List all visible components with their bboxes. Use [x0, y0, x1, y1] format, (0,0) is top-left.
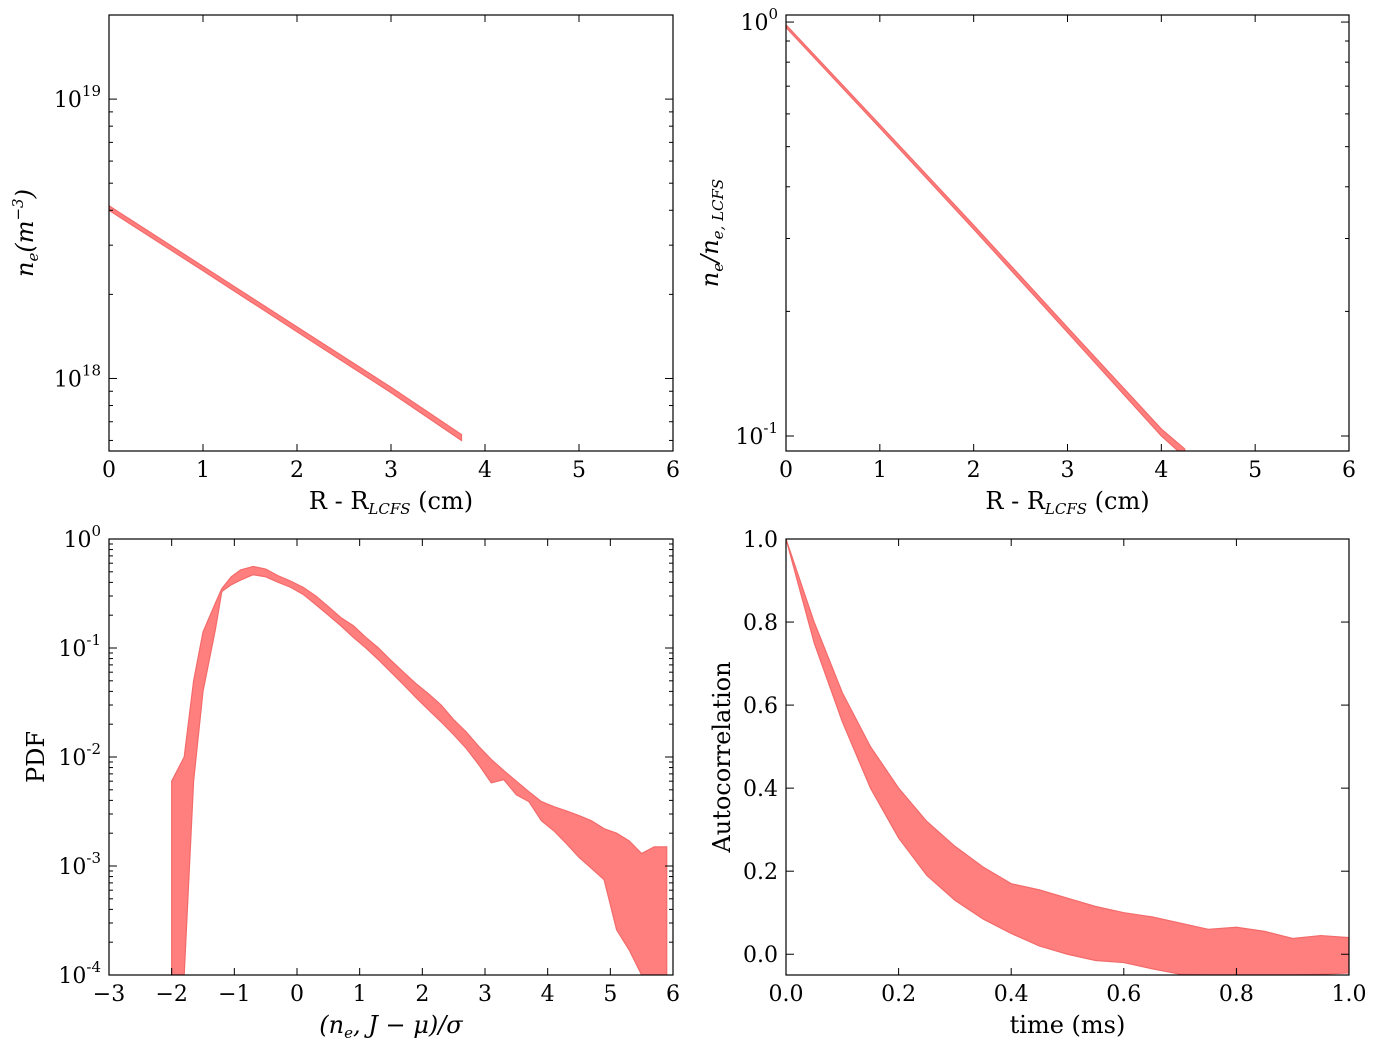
x-tick-label: 1.0: [1332, 982, 1367, 1007]
x-tick-label: −1: [218, 982, 250, 1007]
density-profile-panel: 0 1 2 3 4 5 6 1018 1019 R - RLCFS (cm) ne(m−3): [9, 14, 680, 518]
x-tick-label: 2: [415, 982, 429, 1007]
x-tick-label: 0.8: [1219, 982, 1254, 1007]
x-axis-label: (ne, J − μ)/σ: [319, 1011, 463, 1042]
confidence-band: [109, 205, 463, 442]
axes-frame: [108, 14, 674, 452]
x-tick-label: 3: [478, 982, 492, 1007]
x-tick-label: 3: [384, 458, 398, 483]
y-tick-label: 1019: [54, 82, 101, 113]
axes-frame: [785, 14, 1350, 452]
x-tick-label: 5: [1248, 458, 1262, 483]
axes-frame: [785, 538, 1350, 976]
x-tick-label: 4: [1154, 458, 1168, 483]
x-tick-label: 2: [967, 458, 981, 483]
autocorrelation-panel: 0.0 0.2 0.4 0.6 0.8 1.0 0.0 0.2 0.4 0.6 0.8 1.0 time…: [708, 528, 1367, 1039]
x-axis-label: R - RLCFS (cm): [985, 487, 1149, 518]
y-axis-label: PDF: [22, 731, 50, 783]
confidence-band: [171, 565, 668, 975]
x-tick-label: 1: [196, 458, 210, 483]
y-tick-label: 1018: [54, 361, 101, 392]
y-tick-label: 0.8: [743, 611, 778, 636]
y-axis-label: ne(m−3): [9, 189, 42, 277]
x-axis-label: R - RLCFS (cm): [309, 487, 473, 518]
y-tick-label: 0.0: [743, 943, 778, 968]
y-tick-label: 0.4: [743, 777, 778, 802]
x-tick-label: 0.2: [881, 982, 916, 1007]
x-tick-label: 0: [290, 982, 304, 1007]
x-tick-label: 4: [478, 458, 492, 483]
y-tick-label: 1.0: [743, 528, 778, 553]
x-tick-label: −2: [155, 982, 187, 1007]
x-axis-label: time (ms): [1010, 1011, 1126, 1039]
x-tick-label: 5: [603, 982, 617, 1007]
y-tick-label: 0.2: [743, 860, 778, 885]
y-tick-label: 10-1: [735, 419, 778, 450]
x-tick-label: 0.0: [769, 982, 804, 1007]
normalized-profile-panel: 0 1 2 3 4 5 6 10-1 100 R - RLCFS (cm) ne/ne, LCFS: [696, 5, 1356, 518]
x-tick-label: 2: [290, 458, 304, 483]
confidence-band: [786, 539, 1349, 975]
y-axis-label: Autocorrelation: [708, 661, 736, 853]
x-tick-label: 0: [102, 458, 116, 483]
x-tick-label: 1: [353, 982, 367, 1007]
y-tick-label: 10-3: [58, 849, 101, 880]
y-tick-label: 0.6: [743, 694, 778, 719]
x-tick-label: −3: [93, 982, 125, 1007]
y-tick-label: 100: [63, 522, 101, 553]
x-tick-label: 0.4: [994, 982, 1029, 1007]
y-tick-label: 100: [740, 5, 778, 36]
y-axis-label: ne/ne, LCFS: [696, 179, 727, 287]
y-tick-label: 10-4: [58, 958, 101, 989]
x-tick-label: 6: [666, 458, 680, 483]
x-tick-label: 0.6: [1106, 982, 1141, 1007]
y-tick-label: 10-1: [58, 631, 101, 662]
x-tick-label: 6: [1342, 458, 1356, 483]
confidence-band: [786, 23, 1186, 451]
x-tick-label: 3: [1061, 458, 1075, 483]
x-tick-label: 0: [779, 458, 793, 483]
y-tick-label: 10-2: [58, 740, 101, 771]
x-tick-label: 4: [541, 982, 555, 1007]
x-tick-label: 1: [873, 458, 887, 483]
x-tick-label: 5: [572, 458, 586, 483]
x-tick-label: 6: [666, 982, 680, 1007]
pdf-panel: −3 −2 −1 0 1 2 3 4 5 6 10-4 10-3 10-2 10-1 100 (ne, J −…: [22, 522, 680, 1042]
